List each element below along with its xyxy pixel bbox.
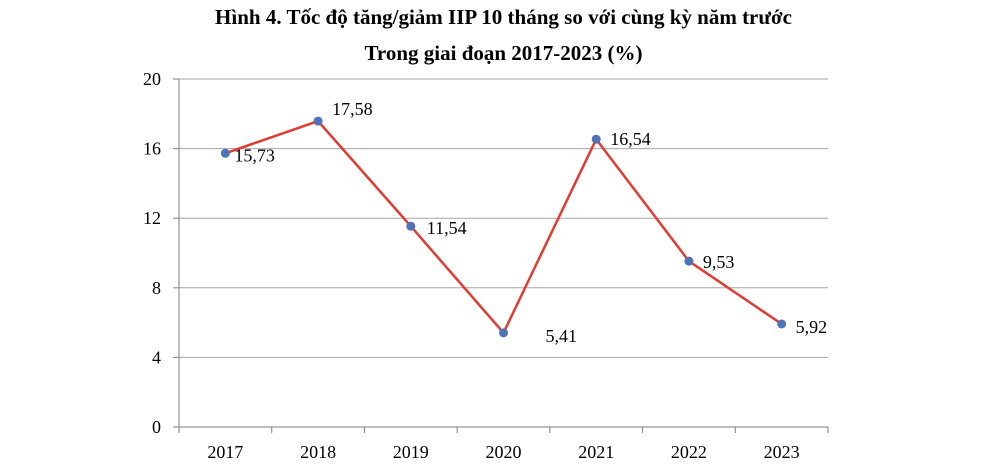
axes: 0 4 8 12 16 20 2017 2018 2019 2020 2021 2022 2023 [143,69,829,462]
data-point [313,116,323,126]
data-labels: 15,73 17,58 11,54 5,41 16,54 9,53 5,92 [234,99,827,346]
series-line-group [224,119,783,335]
x-tick-label: 2022 [671,442,707,462]
y-tick-label: 12 [143,208,161,228]
x-tick-label: 2018 [300,442,336,462]
data-label: 17,58 [332,99,373,119]
data-label: 5,41 [546,326,578,346]
y-tick-label: 8 [152,278,161,298]
x-tick-label: 2019 [393,442,429,462]
x-tick-label: 2017 [207,442,243,462]
data-label: 16,54 [610,129,651,149]
data-point [684,256,694,266]
series-line [224,119,783,335]
data-point [220,148,230,158]
y-tick-label: 0 [152,417,161,437]
data-label: 9,53 [703,252,735,272]
y-tick-label: 20 [143,69,161,89]
data-label: 15,73 [234,145,275,165]
y-tick-label: 4 [152,347,161,367]
x-tick-label: 2023 [764,442,800,462]
chart-title: Hình 4. Tốc độ tăng/giảm IIP 10 tháng so… [215,5,792,29]
data-label: 5,92 [796,317,828,337]
data-point [591,134,601,144]
y-tick-label: 16 [143,139,161,159]
data-points [220,116,787,338]
data-label: 11,54 [427,218,467,238]
x-tick-label: 2021 [578,442,614,462]
data-point [406,221,416,231]
chart-subtitle: Trong giai đoạn 2017-2023 (%) [364,41,643,65]
data-point [777,319,787,329]
x-tick-label: 2020 [486,442,522,462]
gridlines [179,78,828,358]
data-point [499,328,508,338]
